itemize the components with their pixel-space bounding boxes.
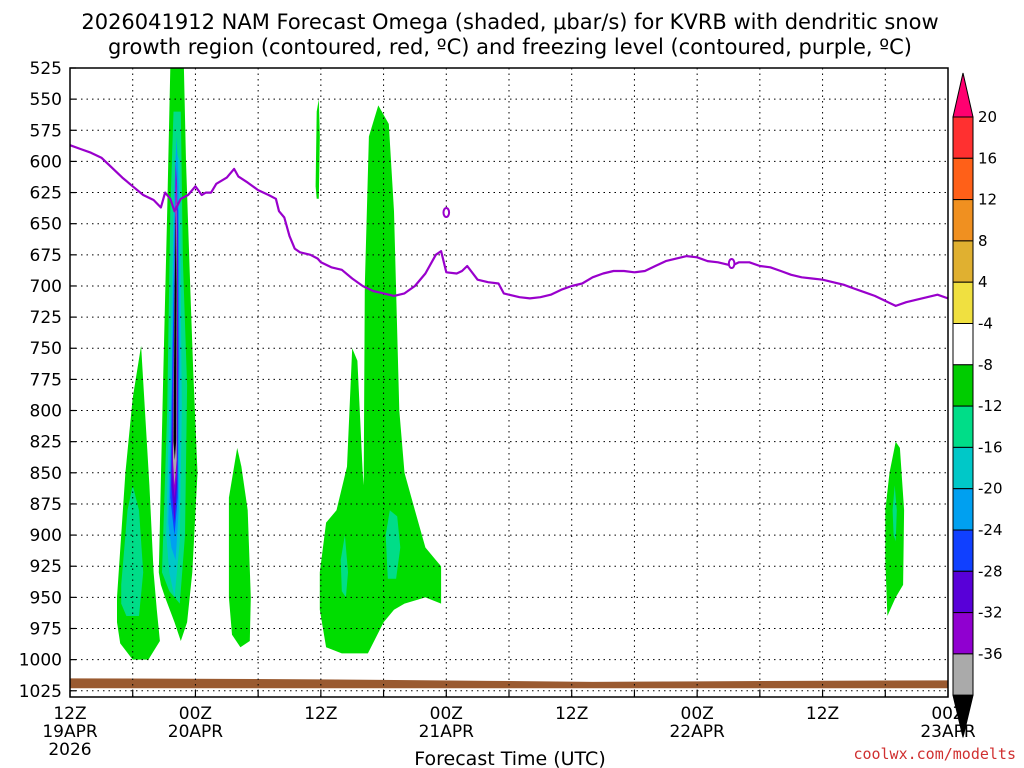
x-tick-date: 20APR [168,722,224,742]
chart-title-line-1: 2026041912 NAM Forecast Omega (shaded, μ… [81,10,938,34]
y-tick-label: 850 [30,464,62,484]
x-tick-date: 19APR [42,722,98,742]
y-tick-label: 700 [30,277,62,297]
x-tick-time: 12Z [53,704,86,724]
colorbar-segment [952,612,974,655]
colorbar-label: 4 [978,273,988,291]
x-tick-time: 12Z [555,704,588,724]
colorbar-label: 20 [978,108,997,126]
colorbar-label: -20 [978,480,1003,498]
y-tick-label: 1000 [19,651,62,671]
colorbar-segment [952,405,974,448]
omega-area-late-band-teal [892,485,897,542]
colorbar-segment [952,488,974,531]
x-tick-date: 21APR [419,722,475,742]
y-tick-label: 675 [30,246,62,266]
colorbar-label: 8 [978,232,988,250]
omega-area-prefrontal-west-teal [121,485,144,616]
x-tick-time: 00Z [430,704,463,724]
ground-surface [70,678,948,689]
y-axis: 525 550 575 600 625 650 675 700 725 750 775 800 825 8… [19,59,76,702]
y-tick-label: 525 [30,59,62,79]
x-tick-date: 22APR [669,722,725,742]
colorbar-top-arrow [952,72,974,118]
y-tick-label: 1025 [19,682,62,702]
colorbar-segment [952,199,974,242]
colorbar-label: -4 [978,315,993,333]
y-tick-label: 625 [30,184,62,204]
colorbar-segment [952,323,974,366]
x-axis-label: Forecast Time (UTC) [414,748,605,768]
y-tick-label: 900 [30,526,62,546]
colorbar-segment [952,240,974,283]
freezing-level-contour [69,144,949,307]
colorbar-label: -12 [978,397,1003,415]
colorbar-segment [952,157,974,201]
y-tick-label: 600 [30,152,62,172]
colorbar-segment [952,653,974,696]
omega-area-second-system-teal-west [340,535,348,598]
credit-text: coolwx.com/modelts [853,745,1016,763]
omega-area-thin-sliver [315,99,320,199]
colorbar-label: -36 [978,645,1003,663]
x-tick-time: 00Z [681,704,714,724]
y-tick-label: 725 [30,308,62,328]
y-tick-label: 550 [30,90,62,110]
colorbar-segment [952,570,974,614]
plot-area: 525 550 575 600 625 650 675 700 725 750 775 800 825 8… [19,59,976,760]
colorbar: 20 16 12 8 4 -4 -8 -12 -16 -20 -24 -28 -32 -36 [952,72,1003,738]
y-tick-label: 825 [30,433,62,453]
grid-lines [70,68,948,697]
y-tick-label: 775 [30,370,62,390]
colorbar-label: -16 [978,438,1003,456]
colorbar-label: 12 [978,191,997,209]
colorbar-segment [952,446,974,490]
chart-title-line-2: growth region (contoured, red, ºC) and f… [108,35,912,59]
x-tick-time: 12Z [806,704,839,724]
colorbar-segment [952,364,974,407]
y-tick-label: 575 [30,121,62,141]
y-tick-label: 975 [30,619,62,639]
y-tick-label: 800 [30,402,62,422]
y-tick-label: 950 [30,588,62,608]
ground-layer [70,678,948,689]
freezing-level-label-loop [727,258,736,270]
x-tick-time: 00Z [179,704,212,724]
y-tick-label: 875 [30,495,62,515]
y-tick-label: 750 [30,339,62,359]
omega-area-second-system-green [319,105,442,654]
freezing-level-label-loop [442,206,451,218]
colorbar-segment [952,116,974,159]
x-tick-date: 23APR [920,722,976,742]
colorbar-label: -32 [978,604,1003,622]
colorbar-bottom-arrow [952,694,974,738]
colorbar-label: -28 [978,562,1003,580]
omega-shading [117,68,905,660]
y-tick-label: 925 [30,557,62,577]
x-tick-year: 2026 [48,740,91,760]
y-tick-label: 650 [30,215,62,235]
colorbar-segment [952,529,974,572]
x-tick-time: 12Z [304,704,337,724]
freezing-level-line [69,144,949,307]
omega-area-main-core-black [173,211,177,461]
omega-area-second-system-teal-east [385,510,401,579]
colorbar-segment [952,281,974,325]
colorbar-label: 16 [978,149,997,167]
colorbar-label: -24 [978,521,1003,539]
omega-area-afternoon-band [228,447,251,648]
colorbar-label: -8 [978,356,993,374]
